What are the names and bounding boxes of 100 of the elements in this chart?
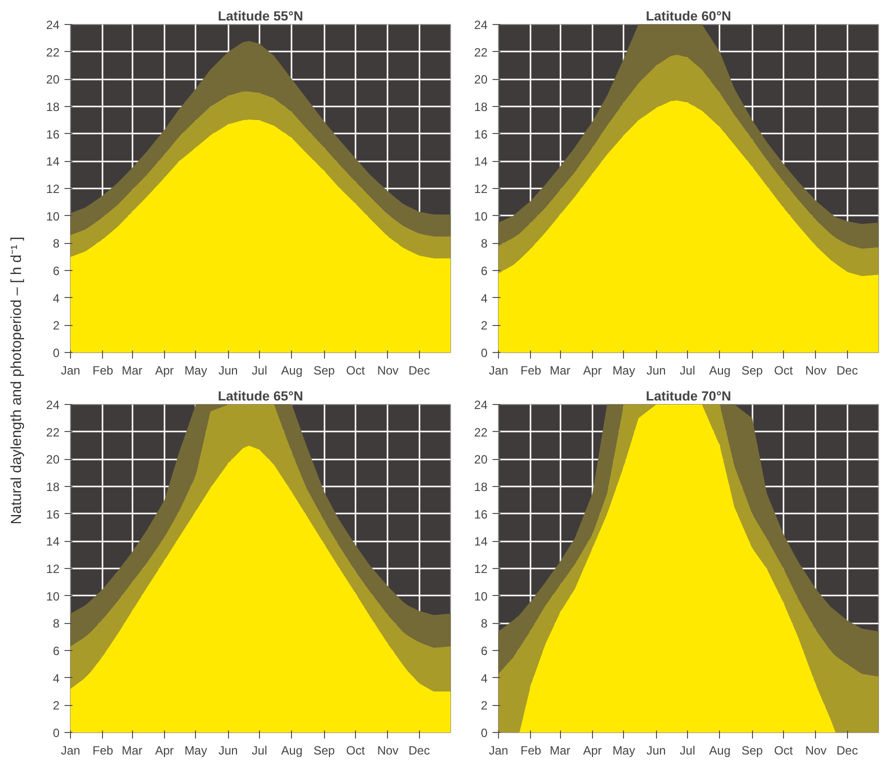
y-tick-label: 0	[480, 346, 488, 360]
y-tick-label: 8	[480, 236, 488, 251]
x-tick-label: Feb	[92, 364, 114, 378]
chart-title: Latitude 55°N	[218, 8, 304, 24]
y-tick-label: 10	[46, 209, 60, 224]
x-tick-label: Mar	[122, 364, 142, 378]
y-tick-label: 10	[46, 589, 60, 604]
y-tick-label: 14	[46, 534, 60, 549]
x-tick-label: Apr	[583, 744, 602, 758]
x-tick-label: Jun	[646, 364, 666, 378]
x-tick-label: Oct	[774, 364, 794, 378]
y-tick-label: 16	[46, 507, 60, 522]
y-tick-label: 8	[480, 616, 488, 631]
y-tick-label: 14	[46, 154, 60, 169]
y-tick-label: 16	[474, 507, 488, 522]
chart-title: Latitude 70°N	[646, 388, 732, 404]
y-tick-label: 24	[46, 398, 60, 412]
y-tick-label: 0	[52, 726, 60, 740]
y-axis-title: Natural daylength and photoperiod – [ h d⁻¹ ]	[9, 236, 25, 524]
x-tick-label: Mar	[550, 364, 570, 378]
y-tick-label: 8	[52, 616, 60, 631]
y-tick-label: 14	[474, 154, 488, 169]
y-tick-label: 22	[46, 425, 60, 440]
y-tick-label: 16	[46, 127, 60, 142]
x-tick-label: Jul	[680, 364, 696, 378]
y-tick-label: 2	[480, 318, 488, 333]
x-tick-label: Dec	[836, 364, 858, 378]
y-tick-label: 18	[474, 480, 488, 494]
y-tick-label: 20	[474, 72, 488, 87]
x-tick-label: Aug	[281, 744, 302, 758]
y-tick-label: 18	[46, 100, 60, 114]
y-tick-label: 14	[474, 534, 488, 549]
y-tick-label: 2	[480, 698, 488, 713]
x-tick-label: Nov	[377, 744, 399, 758]
x-tick-label: Jan	[60, 744, 80, 758]
y-tick-label: 10	[474, 209, 488, 224]
y-tick-label: 22	[474, 425, 488, 440]
x-tick-label: Jun	[218, 364, 238, 378]
x-tick-label: Feb	[520, 744, 542, 758]
x-tick-label: Mar	[122, 744, 142, 758]
y-tick-label: 22	[474, 45, 488, 60]
x-tick-label: Jan	[488, 744, 508, 758]
y-tick-label: 22	[46, 45, 60, 60]
x-tick-label: Sep	[314, 364, 336, 378]
y-tick-label: 2	[52, 698, 60, 713]
x-tick-label: Aug	[281, 364, 302, 378]
x-tick-label: May	[612, 744, 636, 758]
y-tick-label: 12	[474, 562, 488, 576]
y-tick-label: 12	[46, 182, 60, 196]
x-tick-label: Oct	[346, 364, 366, 378]
y-tick-label: 8	[52, 236, 60, 251]
x-tick-label: Apr	[155, 364, 174, 378]
y-tick-label: 6	[52, 264, 60, 278]
x-tick-label: Sep	[742, 744, 764, 758]
x-tick-label: Jul	[252, 364, 268, 378]
x-tick-label: Aug	[709, 364, 730, 378]
y-tick-label: 12	[46, 562, 60, 576]
chart-title: Latitude 60°N	[646, 8, 732, 24]
y-tick-label: 24	[46, 18, 60, 32]
x-tick-label: Nov	[805, 744, 827, 758]
x-tick-label: Oct	[346, 744, 366, 758]
x-tick-label: May	[184, 364, 208, 378]
y-tick-label: 4	[52, 291, 60, 306]
x-tick-label: Dec	[408, 744, 430, 758]
y-tick-label: 6	[52, 644, 60, 658]
x-tick-label: May	[184, 744, 208, 758]
x-tick-label: Mar	[550, 744, 570, 758]
x-tick-label: Oct	[774, 744, 794, 758]
x-tick-label: Jul	[252, 744, 268, 758]
x-tick-label: Jun	[218, 744, 238, 758]
x-tick-label: Apr	[155, 744, 174, 758]
y-tick-label: 0	[52, 346, 60, 360]
y-tick-label: 18	[474, 100, 488, 114]
y-tick-label: 4	[480, 291, 488, 306]
x-tick-label: Dec	[836, 744, 858, 758]
y-tick-label: 20	[46, 452, 60, 467]
x-tick-label: Nov	[805, 364, 827, 378]
y-tick-label: 0	[480, 726, 488, 740]
x-tick-label: Jul	[680, 744, 696, 758]
y-tick-label: 20	[46, 72, 60, 87]
x-tick-label: Sep	[742, 364, 764, 378]
x-tick-label: Dec	[408, 364, 430, 378]
x-tick-label: Apr	[583, 364, 602, 378]
x-tick-label: Feb	[92, 744, 114, 758]
y-tick-label: 20	[474, 452, 488, 467]
x-tick-label: Sep	[314, 744, 336, 758]
y-tick-label: 18	[46, 480, 60, 494]
x-tick-label: Jan	[60, 364, 80, 378]
y-tick-label: 6	[480, 264, 488, 278]
y-tick-label: 4	[480, 671, 488, 686]
x-tick-label: Jun	[646, 744, 666, 758]
x-tick-label: May	[612, 364, 636, 378]
x-tick-label: Jan	[488, 364, 508, 378]
y-tick-label: 12	[474, 182, 488, 196]
y-tick-label: 10	[474, 589, 488, 604]
chart-title: Latitude 65°N	[218, 388, 304, 404]
y-tick-label: 24	[474, 18, 488, 32]
y-tick-label: 6	[480, 644, 488, 658]
y-tick-label: 2	[52, 318, 60, 333]
x-tick-label: Feb	[520, 364, 542, 378]
